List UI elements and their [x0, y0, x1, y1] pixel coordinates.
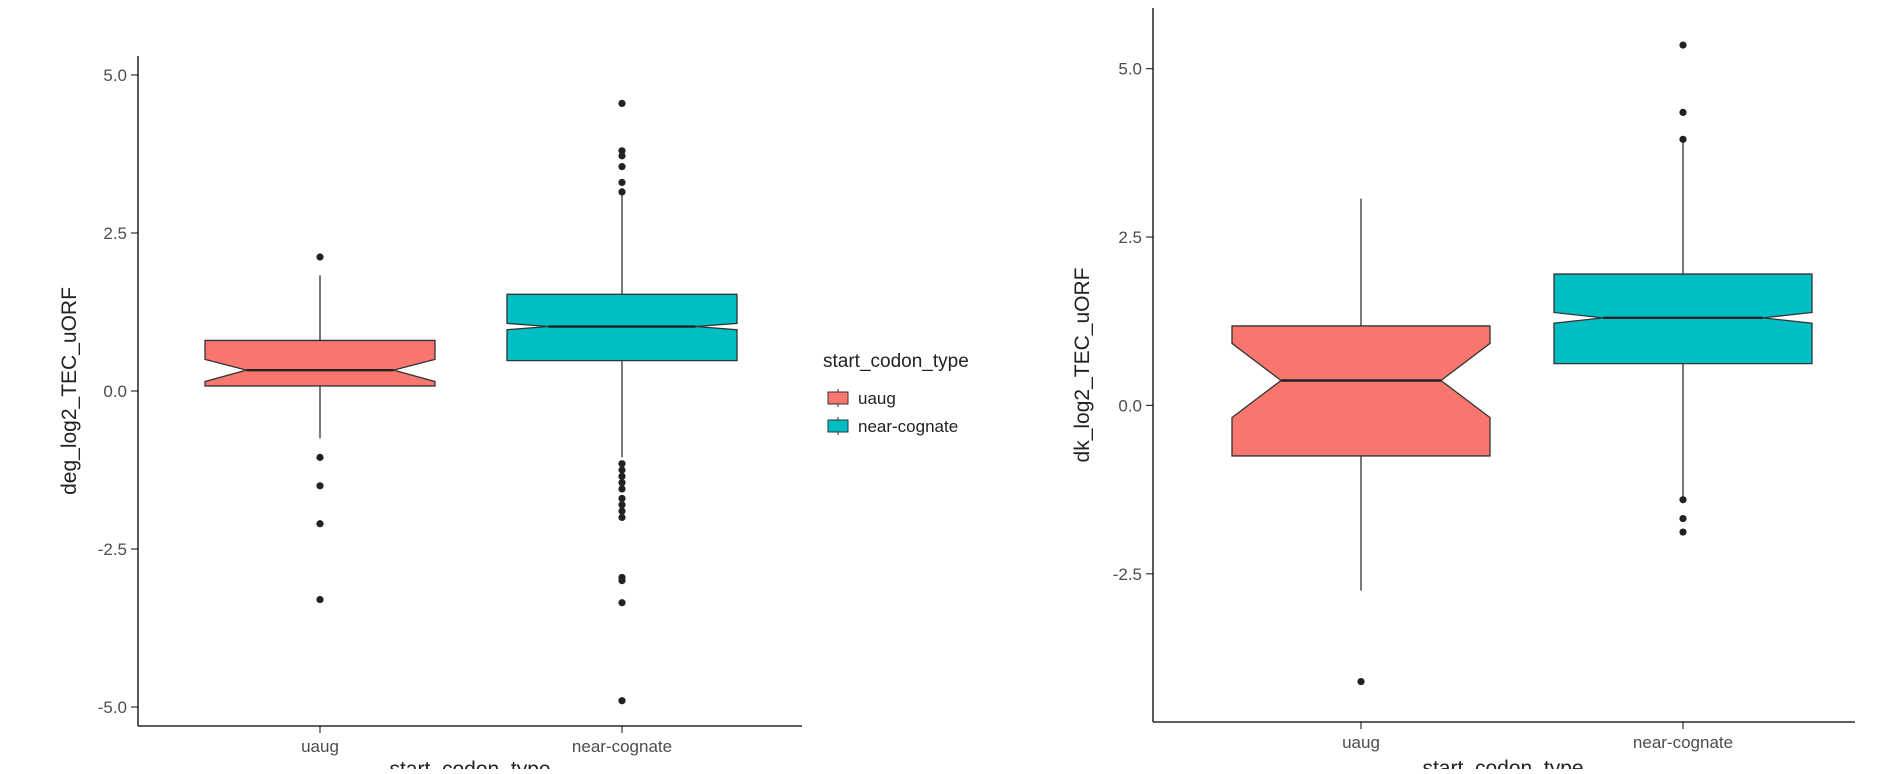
x-axis-title: start_codon_type: [1422, 757, 1583, 769]
outlier-point: [618, 599, 626, 607]
box-uaug: [1231, 198, 1491, 686]
box-body-uaug: [204, 339, 436, 387]
outlier-point: [618, 152, 626, 160]
legend-item-near-cognate: near-cognate: [827, 417, 958, 436]
x-tick-label-uaug: uaug: [301, 737, 339, 756]
outlier-point: [618, 466, 626, 474]
legend-key-near-cognate: [827, 419, 849, 433]
y-tick-label-2: 0.0: [103, 382, 127, 401]
x-tick-label-near-cognate: near-cognate: [572, 737, 672, 756]
outlier-point: [1679, 528, 1687, 536]
y-axis-title: deg_log2_TEC_uORF: [58, 287, 81, 495]
legend: start_codon_type uaug near-cognate: [823, 351, 969, 436]
outlier-point: [618, 460, 626, 468]
left-boxplot-panel: 5.0 2.5 0.0 -2.5 -5.0 uaug near-cognate deg_lo…: [58, 56, 802, 774]
y-tick-label-1: 2.5: [1118, 228, 1142, 247]
outlier-point: [618, 99, 626, 108]
legend-key-uaug: [827, 391, 849, 405]
outlier-point: [1679, 108, 1687, 117]
box-near-cognate: [1553, 41, 1813, 536]
legend-label-near-cognate: near-cognate: [858, 417, 958, 436]
outlier-point: [618, 178, 626, 187]
y-tick-label-4: -5.0: [98, 698, 127, 717]
box-near-cognate: [506, 99, 738, 705]
x-tick-label-near-cognate: near-cognate: [1633, 733, 1733, 752]
y-tick-label-0: 5.0: [1118, 60, 1142, 79]
outlier-point: [618, 147, 626, 155]
y-tick-label-3: -2.5: [98, 540, 127, 559]
y-tick-label-2: 0.0: [1118, 396, 1142, 415]
legend-label-uaug: uaug: [858, 389, 896, 408]
outlier-point: [618, 507, 626, 515]
box-uaug: [204, 253, 436, 604]
outlier-point: [316, 482, 324, 490]
right-boxplot-panel: 5.0 2.5 0.0 -2.5 uaug near-cognate dk_log2_TE…: [1071, 8, 1855, 774]
y-tick-label-3: -2.5: [1113, 565, 1142, 584]
y-tick-label-1: 2.5: [103, 224, 127, 243]
outlier-point: [618, 188, 626, 196]
outlier-point: [316, 453, 324, 461]
outlier-point: [1679, 135, 1687, 143]
outlier-point: [1679, 496, 1687, 504]
outlier-point: [618, 494, 626, 503]
outlier-point: [618, 577, 626, 585]
outlier-point: [618, 485, 626, 493]
outlier-point: [1679, 514, 1687, 523]
legend-title: start_codon_type: [823, 351, 969, 372]
outlier-point: [618, 163, 626, 171]
outlier-point: [1357, 677, 1365, 686]
outlier-point: [618, 501, 626, 509]
y-tick-label-0: 5.0: [103, 66, 127, 85]
outlier-point: [316, 595, 324, 604]
outlier-point: [1679, 41, 1687, 49]
box-body-uaug: [1231, 325, 1491, 457]
y-axis-title: dk_log2_TEC_uORF: [1071, 268, 1094, 463]
outlier-point: [618, 472, 626, 480]
outlier-point: [618, 697, 626, 705]
x-axis-title: start_codon_type: [389, 758, 550, 769]
outlier-point: [618, 479, 626, 487]
outlier-point: [316, 520, 324, 528]
legend-item-uaug: uaug: [827, 389, 896, 408]
outlier-point: [618, 513, 626, 522]
outlier-point: [316, 253, 324, 261]
x-tick-label-uaug: uaug: [1342, 733, 1380, 752]
